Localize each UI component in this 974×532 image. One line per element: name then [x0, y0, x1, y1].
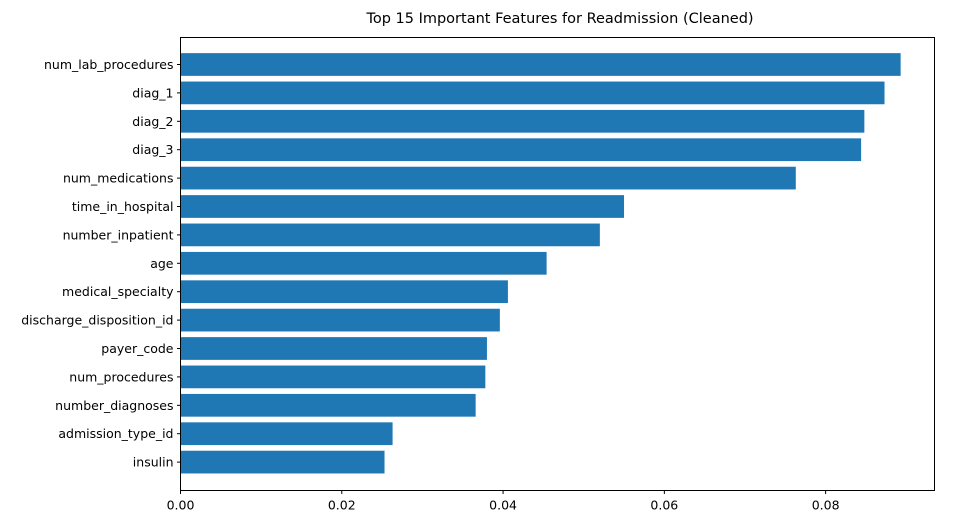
bar-diag-1: [180, 81, 885, 105]
bar-num-procedures: [180, 365, 486, 389]
y-tick-label: discharge_disposition_id: [21, 313, 173, 328]
bar-insulin: [180, 450, 385, 474]
bar-number-diagnoses: [180, 393, 476, 417]
bar-age: [180, 251, 547, 275]
bars-layer: [180, 53, 901, 474]
x-tick-label: 0.00: [167, 498, 195, 513]
y-tick-label: insulin: [133, 455, 174, 470]
y-tick-label: num_medications: [63, 171, 174, 186]
bar-payer-code: [180, 337, 487, 360]
x-tick-label: 0.04: [489, 498, 517, 513]
bar-admission-type-id: [180, 422, 393, 446]
x-tick-label: 0.02: [328, 498, 356, 513]
y-tick-label: number_diagnoses: [55, 398, 173, 413]
y-tick-label: diag_1: [132, 85, 173, 100]
x-tick-label: 0.06: [650, 498, 678, 513]
bar-diag-3: [180, 138, 862, 162]
y-tick-label: time_in_hospital: [72, 199, 174, 214]
plot-frame: [180, 37, 935, 491]
y-tick-label: diag_3: [132, 142, 173, 157]
y-axis-ticks: num_lab_procedures diag_1 diag_2 diag_3 num_…: [21, 57, 181, 470]
bar-time-in-hospital: [180, 195, 625, 218]
y-tick-label: medical_specialty: [62, 284, 174, 299]
y-tick-label: admission_type_id: [58, 426, 173, 441]
y-tick-label: num_procedures: [69, 369, 173, 384]
bar-diag-2: [180, 109, 865, 133]
bar-num-lab-procedures: [180, 53, 901, 76]
y-tick-label: age: [150, 256, 174, 271]
bar-number-inpatient: [180, 223, 600, 247]
bar-num-medications: [180, 166, 796, 190]
x-tick-label: 0.08: [812, 498, 840, 513]
bar-medical-specialty: [180, 280, 508, 304]
bar-discharge-disposition-id: [180, 308, 500, 332]
y-tick-label: number_inpatient: [63, 227, 174, 242]
x-axis-ticks: 0.00 0.02 0.04 0.06 0.08: [167, 490, 840, 513]
y-tick-label: diag_2: [132, 114, 173, 129]
y-tick-label: payer_code: [101, 341, 174, 356]
y-tick-label: num_lab_procedures: [44, 57, 174, 72]
chart-title: Top 15 Important Features for Readmissio…: [365, 11, 753, 27]
